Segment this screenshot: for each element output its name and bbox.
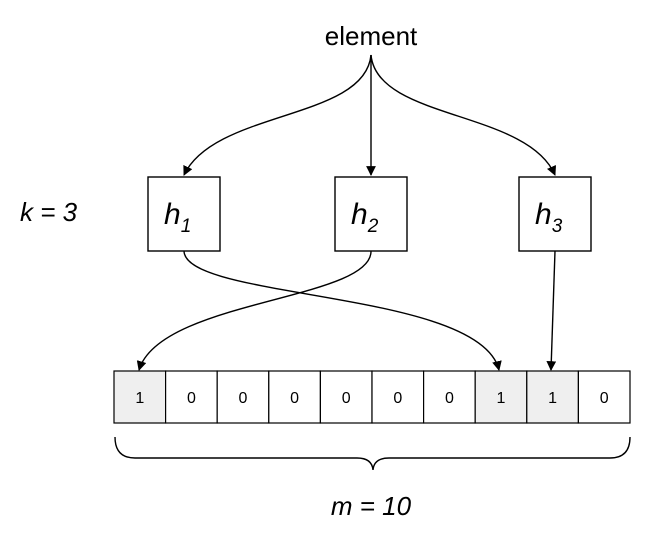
bit-value-5: 0 — [393, 390, 402, 407]
bit-cell-box-4 — [319, 370, 373, 424]
svg-text:h3: h3 — [535, 198, 563, 237]
edge-element-to-h1 — [183, 54, 372, 176]
edge-element-to-h3 — [370, 54, 556, 176]
bit-value-9: 0 — [600, 390, 609, 407]
element-label: element — [325, 21, 418, 51]
bit-cell-box-1 — [165, 370, 218, 424]
bit-cell-box-2 — [216, 370, 270, 424]
bit-cell-9: 0 — [577, 370, 631, 424]
bit-value-8: 1 — [548, 390, 557, 407]
k-label: k = 3 — [20, 197, 78, 227]
hash-h2-name: h — [351, 198, 368, 231]
edge-h1-to-bit-7 — [183, 250, 502, 371]
bit-value-1: 0 — [187, 390, 196, 407]
bit-cell-0: 1 — [113, 370, 167, 424]
svg-text:h2: h2 — [351, 198, 379, 237]
svg-text:h1: h1 — [164, 198, 191, 237]
bit-cell-2: 0 — [216, 370, 270, 424]
bit-cell-box-9 — [577, 370, 631, 424]
hash-function-h1: h1 — [147, 176, 221, 252]
bit-cell-6: 0 — [423, 370, 476, 424]
bit-array: 1 0 0 0 0 0 0 1 1 0 — [113, 370, 631, 424]
bit-cell-box-0 — [113, 370, 167, 424]
element-to-hash-edges — [183, 54, 556, 176]
bit-cell-7: 1 — [474, 370, 528, 424]
hash-functions: h1 h2 h3 — [147, 176, 592, 252]
hash-h3-name: h — [535, 198, 552, 231]
hash-h1-subscript: 1 — [181, 216, 192, 237]
hash-function-h3: h3 — [518, 176, 592, 252]
hash-h3-subscript: 3 — [552, 216, 563, 237]
bit-value-2: 0 — [239, 390, 248, 407]
bit-cell-4: 0 — [319, 370, 373, 424]
bit-cell-5: 0 — [371, 370, 425, 424]
hash-function-h2: h2 — [334, 176, 408, 252]
bit-value-6: 0 — [445, 390, 454, 407]
hash-h2-subscript: 2 — [367, 216, 379, 237]
bit-cell-8: 1 — [526, 370, 579, 424]
bit-value-4: 0 — [342, 390, 351, 407]
bit-cell-box-8 — [526, 370, 579, 424]
edge-h3-to-bit-8 — [546, 250, 557, 371]
bit-value-3: 0 — [290, 390, 299, 407]
bit-value-0: 1 — [135, 390, 144, 407]
bit-value-7: 1 — [497, 390, 506, 407]
bit-cell-1: 0 — [165, 370, 218, 424]
hash-h1-name: h — [164, 198, 181, 231]
hash-to-bit-edges — [136, 250, 557, 371]
bit-cell-3: 0 — [268, 370, 321, 424]
m-label: m = 10 — [331, 491, 412, 521]
edge-h2-to-bit-0 — [136, 250, 372, 371]
array-brace — [114, 436, 631, 471]
bit-cell-box-7 — [474, 370, 528, 424]
